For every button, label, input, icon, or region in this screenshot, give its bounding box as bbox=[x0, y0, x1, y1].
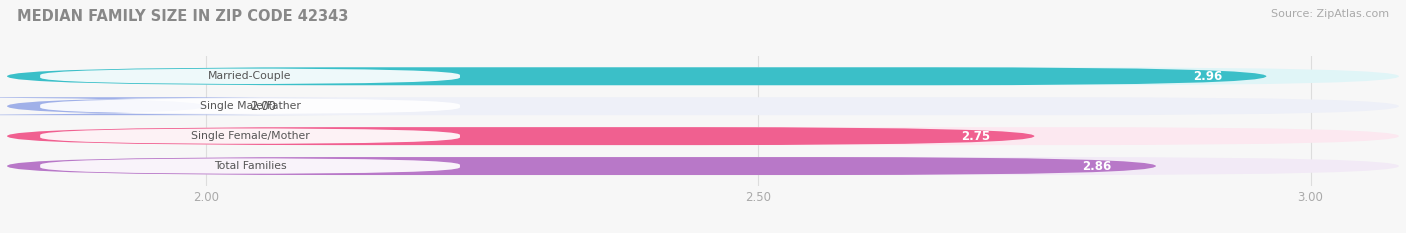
FancyBboxPatch shape bbox=[41, 98, 460, 114]
Text: Total Families: Total Families bbox=[214, 161, 287, 171]
FancyBboxPatch shape bbox=[41, 128, 460, 144]
FancyBboxPatch shape bbox=[0, 97, 339, 115]
FancyBboxPatch shape bbox=[7, 67, 1267, 85]
FancyBboxPatch shape bbox=[7, 157, 1399, 175]
FancyBboxPatch shape bbox=[7, 97, 1399, 115]
Text: MEDIAN FAMILY SIZE IN ZIP CODE 42343: MEDIAN FAMILY SIZE IN ZIP CODE 42343 bbox=[17, 9, 349, 24]
FancyBboxPatch shape bbox=[7, 127, 1399, 145]
FancyBboxPatch shape bbox=[41, 69, 460, 84]
FancyBboxPatch shape bbox=[7, 127, 1035, 145]
Text: 2.75: 2.75 bbox=[962, 130, 990, 143]
Text: Single Male/Father: Single Male/Father bbox=[200, 101, 301, 111]
Text: Source: ZipAtlas.com: Source: ZipAtlas.com bbox=[1271, 9, 1389, 19]
Text: 2.96: 2.96 bbox=[1192, 70, 1222, 83]
FancyBboxPatch shape bbox=[7, 67, 1399, 85]
Text: Single Female/Mother: Single Female/Mother bbox=[191, 131, 309, 141]
Text: 2.86: 2.86 bbox=[1083, 160, 1112, 173]
FancyBboxPatch shape bbox=[41, 158, 460, 174]
FancyBboxPatch shape bbox=[7, 157, 1156, 175]
Text: 2.00: 2.00 bbox=[250, 100, 276, 113]
Text: Married-Couple: Married-Couple bbox=[208, 71, 292, 81]
